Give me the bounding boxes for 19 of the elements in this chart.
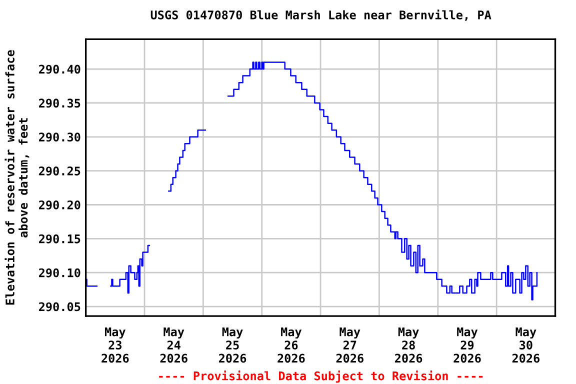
- x-tick-label: May 25 2026: [218, 328, 246, 363]
- text: ---- Provisional Data Subject to Revision ----: [159, 370, 483, 383]
- y-tick-label: 290.10: [38, 268, 80, 278]
- y-tick-label: 290.25: [38, 166, 80, 176]
- y-tick-label: 290.40: [38, 64, 80, 74]
- y-tick-label: 290.30: [38, 132, 80, 142]
- x-tick-label: May 30 2026: [512, 328, 540, 363]
- y-tick-label: 290.15: [38, 234, 80, 244]
- y-tick-label: 290.20: [38, 200, 80, 210]
- x-tick-label: May 23 2026: [102, 328, 129, 363]
- chart-title: USGS 01470870 Blue Marsh Lake near Bernville, PA: [150, 10, 492, 21]
- x-tick-label: May 24 2026: [160, 328, 188, 363]
- x-tick-label: May 29 2026: [454, 328, 481, 363]
- y-tick-label: 290.05: [38, 302, 80, 312]
- y-axis-title: Elevation of reservoir water surface above datum, feet: [4, 50, 30, 305]
- x-tick-label: May 26 2026: [278, 328, 305, 363]
- y-tick-label: 290.35: [38, 98, 80, 108]
- x-tick-label: May 27 2026: [336, 328, 364, 363]
- x-tick-label: May 28 2026: [395, 328, 422, 363]
